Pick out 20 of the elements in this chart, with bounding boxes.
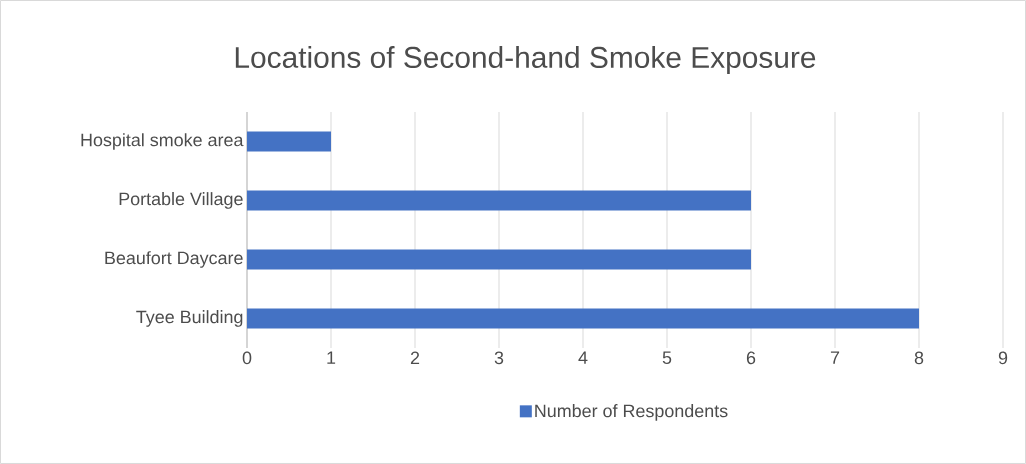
x-tick-label: 8 — [914, 351, 924, 365]
x-tick-label: 1 — [327, 351, 336, 364]
x-tick-label: 6 — [746, 351, 756, 365]
y-tick-label: Tyee Building — [136, 310, 243, 327]
bar — [247, 190, 751, 211]
x-tick-label: 4 — [578, 351, 588, 364]
x-tick-label: 9 — [998, 351, 1008, 365]
legend-label: Number of Respondents — [535, 404, 728, 421]
y-tick-label: Portable Village — [119, 192, 243, 209]
y-tick-label: Hospital smoke area — [81, 133, 244, 150]
x-tick-label: 0 — [242, 351, 252, 365]
x-tick-label: 5 — [662, 351, 672, 365]
x-tick-label: 7 — [830, 351, 840, 364]
bar — [247, 249, 751, 270]
y-tick-label: Beaufort Daycare — [105, 251, 243, 268]
x-tick-label: 3 — [494, 351, 504, 365]
chart-title: Locations of Second-hand Smoke Exposure — [235, 46, 816, 74]
bar — [247, 308, 919, 329]
bar — [247, 131, 332, 152]
x-tick-label: 2 — [410, 351, 420, 365]
